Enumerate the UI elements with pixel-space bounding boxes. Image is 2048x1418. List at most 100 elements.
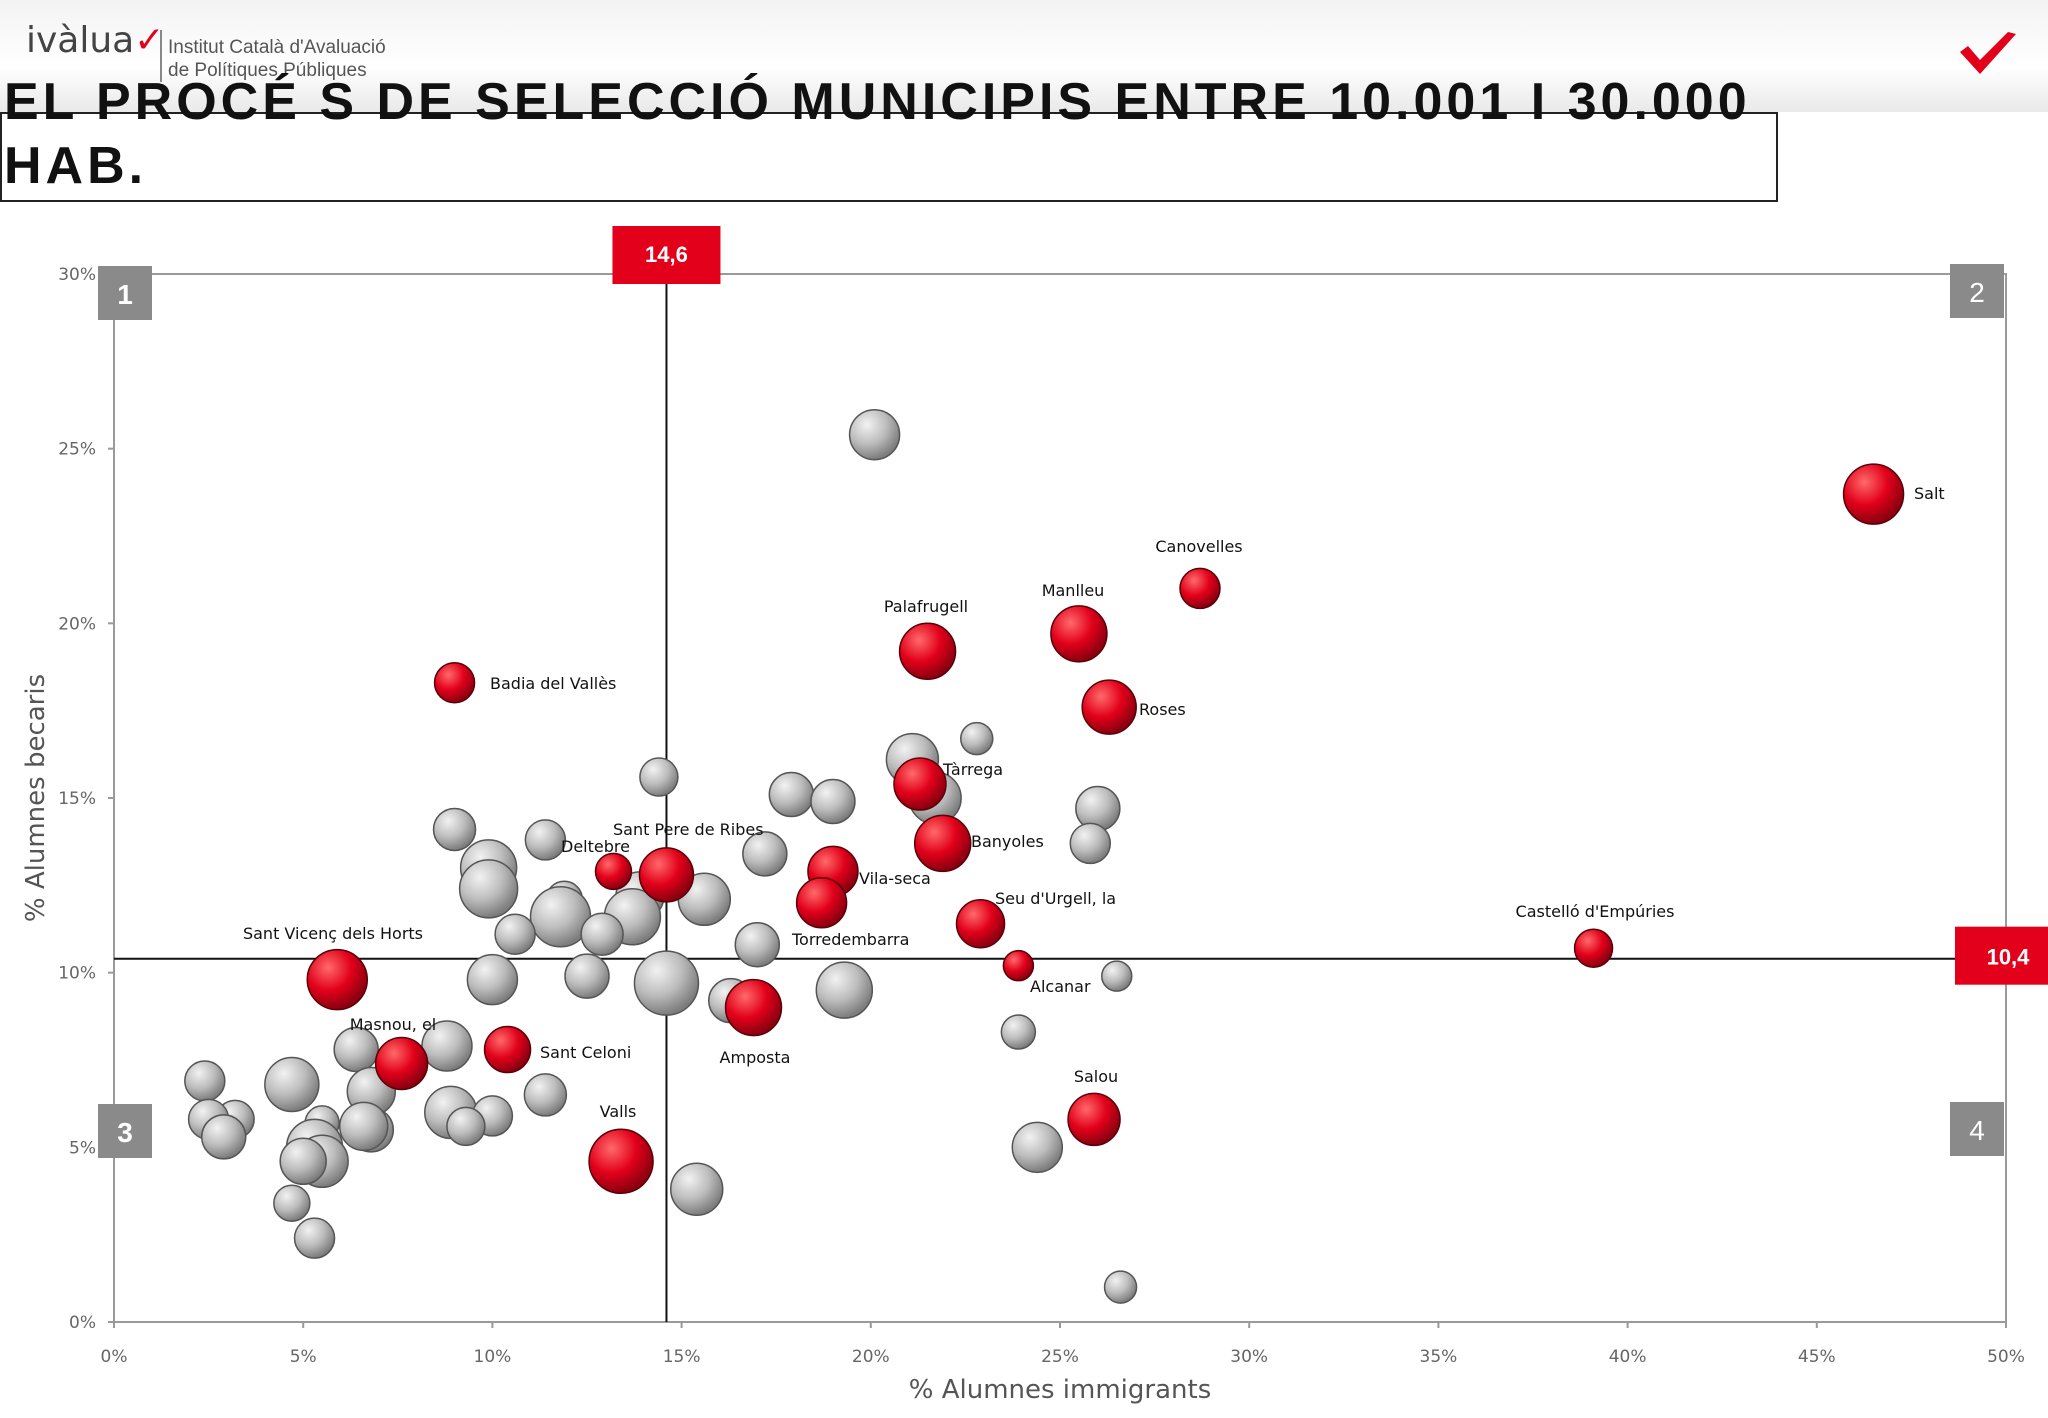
bubble-labels: Salt Canovelles Manlleu Palafrugell Roses Bad… [243, 484, 1945, 1121]
gray-bubble [1011, 1121, 1064, 1174]
red-bubble [374, 1036, 429, 1091]
y-tick-label: 10% [58, 964, 96, 984]
bubble-label: Vila-seca [859, 869, 931, 888]
bubble-label: Salt [1914, 484, 1945, 503]
bubble-label: Manlleu [1042, 581, 1105, 600]
quadrant-label: 4 [1969, 1115, 1985, 1146]
gray-bubble [1075, 785, 1121, 832]
gray-bubble [338, 1101, 389, 1152]
gray-bubble [1000, 1014, 1037, 1050]
bubble-label: Valls [600, 1102, 637, 1121]
gray-bubble [466, 953, 519, 1006]
gray-bubble [669, 1162, 724, 1217]
red-bubble [483, 1025, 532, 1074]
gray-bubble [293, 1217, 336, 1259]
red-bubble [795, 877, 848, 929]
x-reference-badge [612, 226, 721, 284]
gray-bubble [564, 953, 610, 999]
gray-bubble [580, 912, 624, 956]
red-bubble [1050, 605, 1108, 663]
red-bubble [1002, 949, 1035, 982]
gray-bubble [273, 1184, 311, 1222]
x-tick-label: 50% [1987, 1347, 2025, 1367]
bubble-label: Tàrrega [942, 760, 1003, 779]
gray-bubble [446, 1106, 486, 1147]
red-bubble [955, 899, 1006, 949]
bubble-label: Banyoles [971, 832, 1044, 851]
bubble-label: Seu d'Urgell, la [995, 889, 1116, 908]
institute-line-1: Institut Català d'Avaluació [168, 37, 386, 58]
page-title: EL PROCÉ S DE SELECCIÓ MUNICIPIS ENTRE 1… [4, 73, 1751, 195]
gray-bubble [1103, 1270, 1138, 1304]
red-bubble [1081, 679, 1137, 735]
axes: 0% 5% 10% 15% 20% 25% 30% 35% 40% 45% 50% 0% 5% 10% 15… [21, 265, 2025, 1405]
x-tick-label: 5% [290, 1347, 317, 1367]
quadrant-label: 3 [117, 1117, 133, 1148]
bubble-label: Amposta [720, 1048, 791, 1067]
bubbles [184, 408, 1905, 1304]
x-tick-label: 20% [852, 1347, 890, 1367]
y-tick-label: 15% [58, 789, 96, 809]
gray-bubble [810, 778, 856, 825]
gray-bubble [768, 771, 815, 818]
gray-bubble [633, 950, 700, 1016]
x-tick-label: 40% [1609, 1347, 1647, 1367]
gray-bubble [184, 1060, 226, 1102]
y-reference-badge [1955, 926, 2048, 985]
red-bubble [1842, 463, 1905, 525]
title-box [0, 112, 1778, 202]
quadrant-box [98, 266, 152, 320]
x-tick-label: 10% [474, 1347, 512, 1367]
bubble-label: Sant Celoni [540, 1043, 631, 1062]
x-tick-label: 35% [1420, 1347, 1458, 1367]
x-tick-label: 30% [1230, 1347, 1268, 1367]
gray-bubble [960, 721, 994, 756]
bubble-label: Torredembarra [791, 930, 909, 949]
x-tick-label: 0% [101, 1347, 128, 1367]
gray-bubble [734, 921, 781, 968]
x-reference-label: 14,6 [645, 242, 688, 267]
logo: ivàlua✓ [26, 20, 164, 61]
bubble-label: Masnou, el [350, 1015, 436, 1034]
gray-bubble [639, 757, 679, 797]
y-tick-label: 20% [58, 614, 96, 634]
y-reference-label: 10,4 [1987, 945, 2031, 970]
bubble-label: Deltebre [561, 837, 630, 856]
y-axis-title: % Alumnes becaris [21, 674, 51, 922]
bubble-label: Salou [1074, 1067, 1118, 1086]
quadrant-label: 1 [117, 279, 133, 310]
bubble-label: Palafrugell [884, 597, 968, 616]
gray-bubble [264, 1056, 320, 1113]
brand-check-icon [1960, 32, 2016, 74]
gray-bubble [279, 1137, 327, 1186]
quadrant-label: 2 [1969, 277, 1985, 308]
y-tick-label: 30% [58, 265, 96, 285]
institute-line-2: de Polítiques Públiques [168, 60, 367, 81]
bubble-label: Sant Vicenç dels Horts [243, 924, 423, 943]
gray-bubble [524, 819, 567, 861]
quadrant-markers: 1 2 3 4 [98, 264, 2004, 1158]
logo-check-icon: ✓ [134, 20, 165, 61]
gray-bubble [432, 807, 477, 852]
gray-bubble [494, 913, 536, 955]
x-tick-label: 45% [1798, 1347, 1836, 1367]
header-band [0, 0, 2048, 112]
red-bubble [1573, 928, 1614, 968]
bubble-label: Castelló d'Empúries [1516, 902, 1675, 921]
x-axis-title: % Alumnes immigrants [909, 1375, 1212, 1405]
gray-bubble [333, 1026, 379, 1073]
x-tick-label: 25% [1041, 1347, 1079, 1367]
y-tick-label: 25% [58, 440, 96, 460]
institute-name: Institut Català d'Avaluació de Polítique… [168, 36, 386, 82]
logo-separator [160, 30, 162, 82]
x-tick-label: 15% [663, 1347, 701, 1367]
reference-lines: 14,6 10,4 [114, 226, 2048, 1322]
bubble-label: Alcanar [1030, 977, 1091, 996]
bubble-label: Roses [1139, 700, 1186, 719]
red-bubble [898, 622, 957, 681]
y-tick-label: 5% [69, 1138, 96, 1158]
bubble-label: Sant Pere de Ribes [613, 820, 764, 839]
bubble-label: Badia del Vallès [490, 674, 616, 693]
plot-frame [113, 273, 2007, 1323]
